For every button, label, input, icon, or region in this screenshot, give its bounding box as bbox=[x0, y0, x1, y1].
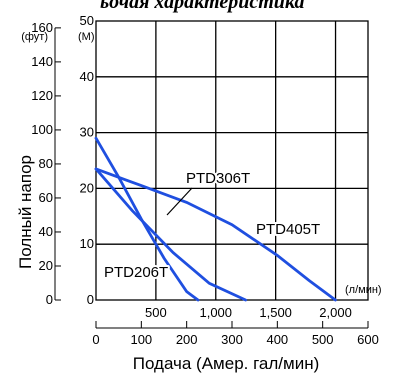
x-tick-label-lpm: 1,500 bbox=[259, 305, 292, 320]
y-unit-feet: (фут) bbox=[21, 31, 48, 43]
series-line-ptd306t bbox=[94, 167, 247, 302]
x-tick-label-lpm: 1,000 bbox=[199, 305, 232, 320]
y-tick-label-ft: 80 bbox=[39, 156, 53, 171]
y-tick-label-ft: 160 bbox=[31, 20, 53, 35]
x-tick-label-gpm: 200 bbox=[176, 332, 198, 347]
leader-line-ptd306t bbox=[166, 187, 193, 216]
y-tick-label-m: 30 bbox=[80, 125, 94, 140]
x-tick-label-lpm: 500 bbox=[145, 305, 167, 320]
y-axis-title: Полный напор bbox=[16, 155, 35, 269]
y-tick-label-m: 10 bbox=[80, 236, 94, 251]
y-tick-label-ft: 0 bbox=[46, 292, 53, 307]
x-tick-label-gpm: 300 bbox=[221, 332, 243, 347]
y-tick-label-ft: 40 bbox=[39, 224, 53, 239]
y-unit-meters: (M) bbox=[78, 31, 95, 43]
series-label-ptd306t: PTD306T bbox=[186, 170, 250, 187]
x-tick-label-gpm: 400 bbox=[266, 332, 288, 347]
series-label-ptd206t: PTD206T bbox=[104, 264, 168, 281]
y-tick-label-ft: 120 bbox=[31, 88, 53, 103]
y-tick-label-m: 0 bbox=[87, 292, 94, 307]
y-tick-label-m: 50 bbox=[80, 13, 94, 28]
x-tick-label-gpm: 0 bbox=[92, 332, 99, 347]
plot-frame bbox=[95, 20, 369, 301]
series-line-ptd206t bbox=[94, 136, 200, 302]
x-tick-label-gpm: 500 bbox=[312, 332, 334, 347]
x-tick-label-lpm: 2,000 bbox=[319, 305, 352, 320]
y-tick-label-ft: 20 bbox=[39, 258, 53, 273]
x-axis-title: Подача (Амер. гал/мин) bbox=[133, 354, 320, 373]
x-tick-label-gpm: 100 bbox=[130, 332, 152, 347]
y-tick-label-m: 20 bbox=[80, 180, 94, 195]
x-tick-label-gpm: 600 bbox=[357, 332, 379, 347]
y-tick-label-m: 40 bbox=[80, 69, 94, 84]
y-tick-label-ft: 140 bbox=[31, 54, 53, 69]
grid bbox=[95, 20, 369, 301]
series-line-ptd405t bbox=[94, 167, 337, 302]
header-fragment: ьочая характеристика bbox=[100, 0, 305, 13]
y-tick-label-ft: 60 bbox=[39, 190, 53, 205]
x-unit-lpm: (л/мин) bbox=[345, 284, 382, 296]
y-tick-label-ft: 100 bbox=[31, 122, 53, 137]
series-lines bbox=[94, 136, 337, 302]
chart-labels: PTD306T PTD405T PTD206T bbox=[102, 168, 322, 283]
series-label-ptd405t: PTD405T bbox=[256, 221, 320, 238]
